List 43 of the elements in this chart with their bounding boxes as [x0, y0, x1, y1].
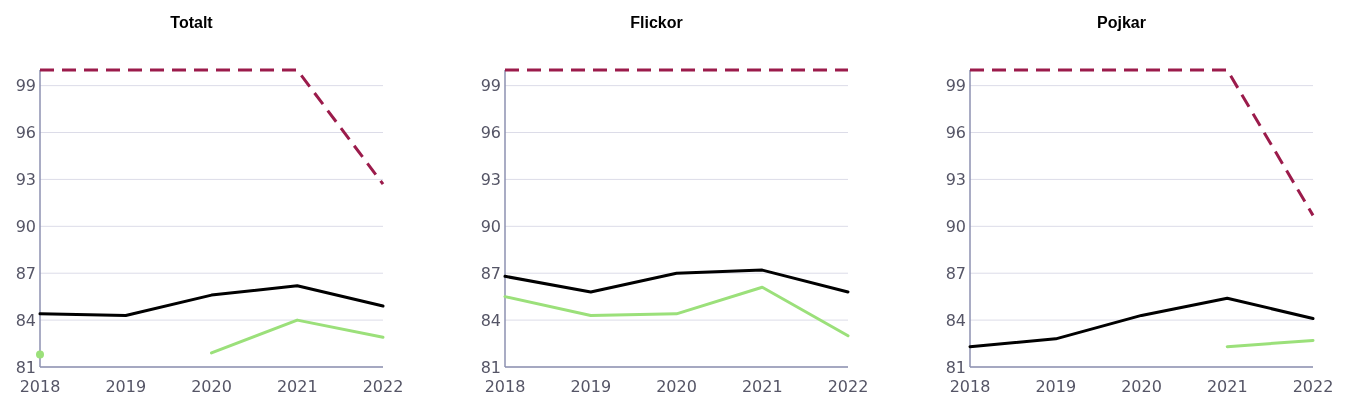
- line-series: [968, 296, 1315, 349]
- y-tick-label: 93: [945, 170, 966, 190]
- x-tick-label: 2021: [741, 377, 783, 396]
- y-tick-label: 81: [945, 357, 966, 377]
- y-tick-label: 81: [480, 357, 501, 377]
- y-tick-label: 87: [945, 263, 966, 283]
- chart-title: Flickor: [630, 14, 683, 31]
- y-tick-label: 93: [480, 170, 501, 190]
- y-tick-label: 81: [15, 357, 36, 377]
- x-tick-label: 2019: [570, 377, 612, 396]
- y-tick-label: 87: [15, 263, 36, 283]
- line-series: [503, 268, 850, 294]
- x-tick-label: 2020: [1121, 377, 1162, 396]
- y-tick-label: 84: [945, 310, 966, 330]
- x-tick-label: 2021: [1206, 377, 1248, 396]
- y-tick-label: 99: [480, 76, 501, 96]
- y-tick-label: 93: [15, 170, 36, 190]
- y-tick-label: 99: [945, 76, 966, 96]
- y-tick-label: 90: [15, 216, 36, 236]
- line-series: [38, 284, 385, 317]
- chart-title: Totalt: [170, 14, 214, 31]
- x-tick-label: 2020: [191, 377, 232, 396]
- x-tick-label: 2022: [1292, 377, 1334, 396]
- y-tick-label: 96: [15, 123, 36, 143]
- x-tick-label: 2019: [105, 377, 147, 396]
- y-tick-label: 87: [480, 263, 501, 283]
- x-tick-label: 2022: [827, 377, 869, 396]
- y-tick-label: 84: [15, 310, 36, 330]
- y-tick-label: 90: [945, 216, 966, 236]
- x-tick-label: 2020: [656, 377, 697, 396]
- x-tick-label: 2018: [19, 377, 61, 396]
- y-tick-label: 96: [945, 123, 966, 143]
- x-tick-label: 2018: [484, 377, 526, 396]
- line-series: [503, 285, 850, 338]
- y-tick-label: 99: [15, 76, 36, 96]
- x-tick-label: 2018: [949, 377, 991, 396]
- y-tick-label: 84: [480, 310, 501, 330]
- x-tick-label: 2021: [276, 377, 318, 396]
- y-tick-label: 96: [480, 123, 501, 143]
- y-tick-label: 90: [480, 216, 501, 236]
- x-tick-label: 2022: [362, 377, 404, 396]
- chart-title: Pojkar: [1097, 14, 1146, 31]
- x-tick-label: 2019: [1035, 377, 1077, 396]
